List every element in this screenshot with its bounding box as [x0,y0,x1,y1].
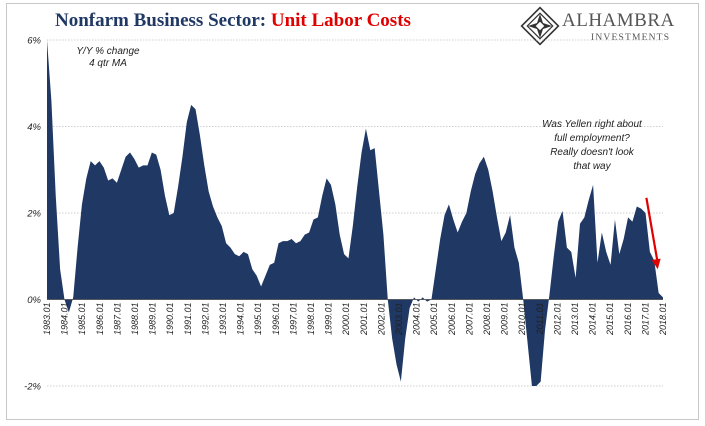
arrow-shaft [645,197,659,264]
alhambra-logo: ALHAMBRA INVESTMENTS [520,6,692,46]
x-tick-label: 1983.01 [42,303,52,336]
series-note: Y/Y % change 4 qtr MA [76,46,140,69]
x-tick-label: 1999.01 [324,303,334,336]
x-tick-label: 1986.01 [95,303,105,336]
y-axis-ticks: -2% 0% 2% 4% 6% [24,36,41,393]
y-tick-label: 0% [27,295,41,306]
x-tick-label: 2015.01 [605,303,615,337]
x-tick-label: 1987.01 [112,303,122,336]
chart-title-main: Nonfarm Business Sector: [55,10,271,31]
x-tick-label: 2012.01 [552,303,562,337]
annotation-yellen: Was Yellen right about full employment? Re… [542,119,643,172]
x-tick-label: 2009.01 [500,303,510,337]
x-tick-label: 1989.01 [148,303,158,336]
logo-name: ALHAMBRA [562,10,675,31]
logo-subtitle: INVESTMENTS [591,33,671,43]
series-note-line: 4 qtr MA [89,58,127,69]
annotation-line: that way [573,161,611,172]
x-tick-label: 2002.01 [376,303,386,337]
x-tick-label: 1996.01 [271,303,281,336]
x-tick-label: 2016.01 [623,303,633,337]
x-tick-label: 1992.01 [200,303,210,336]
x-tick-label: 2003.01 [394,303,404,337]
y-tick-label: 2% [26,209,41,220]
x-tick-label: 2007.01 [464,303,474,337]
arrow-head [651,258,661,270]
red-down-arrow [645,197,661,270]
y-tick-label: -2% [24,382,41,393]
chart-title: Nonfarm Business Sector: Unit Labor Cost… [55,10,411,32]
x-tick-label: 1997.01 [288,303,298,336]
x-tick-label: 1990.01 [165,303,175,336]
x-tick-label: 2014.01 [588,303,598,337]
x-tick-label: 2004.01 [412,303,422,337]
y-tick-label: 6% [27,36,41,47]
x-tick-label: 2000.01 [341,303,351,337]
y-tick-label: 4% [27,122,41,133]
x-tick-label: 1988.01 [130,303,140,336]
x-tick-label: 2006.01 [447,303,457,337]
x-tick-label: 2001.01 [359,303,369,337]
series-note-line: Y/Y % change [76,46,140,57]
x-tick-label: 2010.01 [517,303,527,337]
x-tick-label: 2011.01 [535,303,545,336]
chart-title-highlight: Unit Labor Costs [270,10,411,31]
annotation-line: Really doesn't look [550,147,635,158]
x-tick-label: 2018.01 [658,303,668,337]
x-axis-ticks: 1983.01 1984.01 1985.01 1986.01 1987.01 1988.… [42,303,668,337]
x-tick-label: 1994.01 [236,303,246,336]
x-tick-label: 1995.01 [253,303,263,336]
annotation-line: full employment? [554,133,630,144]
x-tick-label: 2017.01 [640,303,650,337]
x-tick-label: 2008.01 [482,303,492,337]
x-tick-label: 2013.01 [570,303,580,337]
x-tick-label: 1984.01 [60,303,70,336]
alhambra-diamond-icon [520,6,560,46]
annotation-line: Was Yellen right about [542,119,643,130]
x-tick-label: 1991.01 [183,303,193,336]
x-tick-label: 2005.01 [429,303,439,337]
x-tick-label: 1998.01 [306,303,316,336]
x-tick-label: 1993.01 [218,303,228,336]
x-tick-label: 1985.01 [77,303,87,336]
